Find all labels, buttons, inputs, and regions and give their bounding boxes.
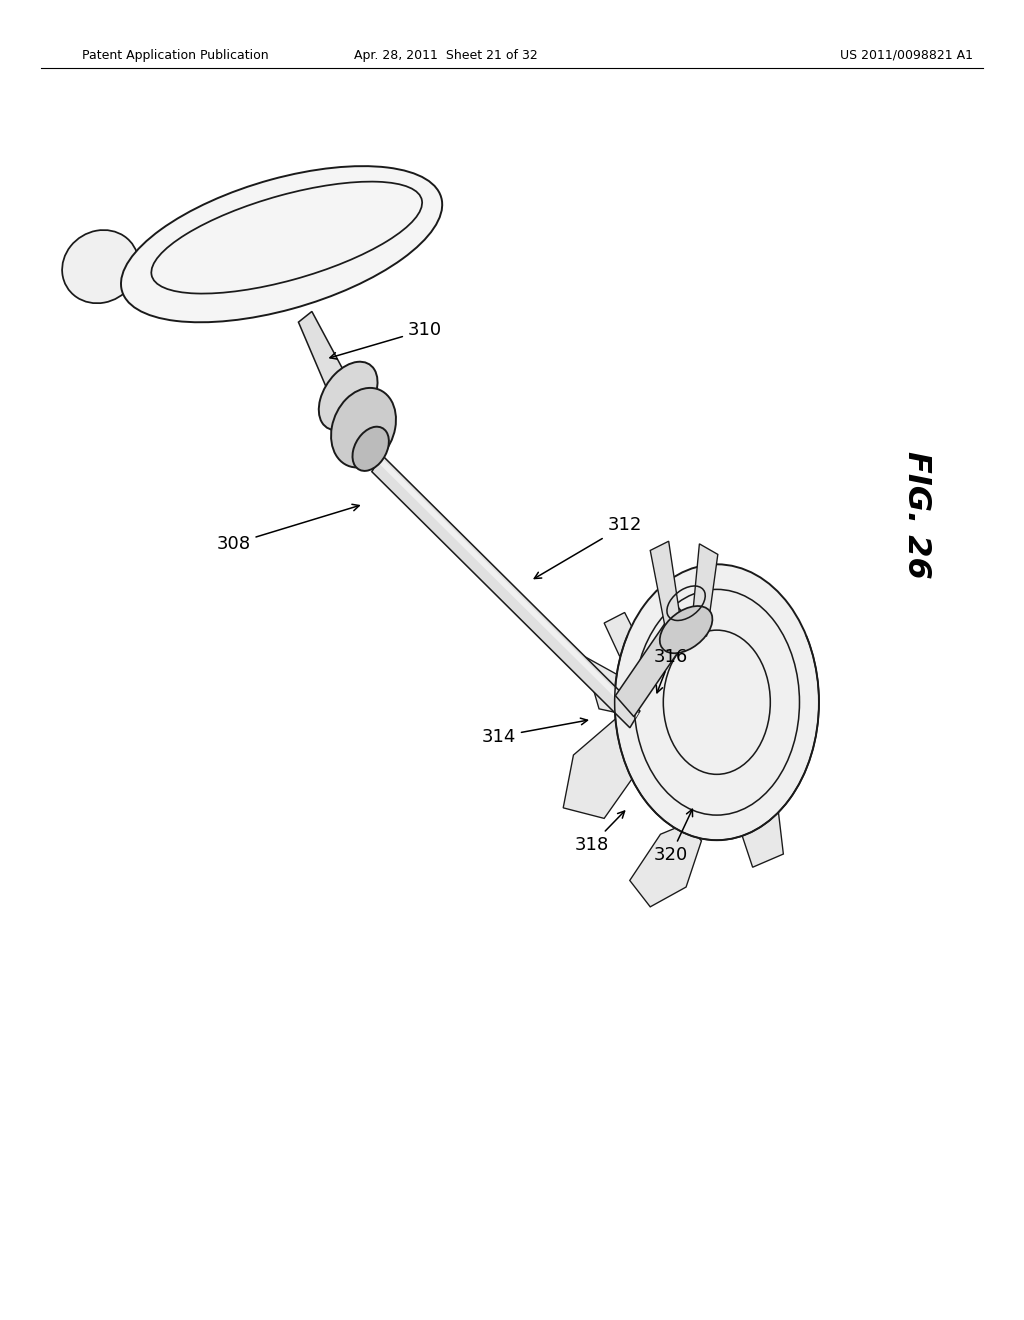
Ellipse shape: [352, 426, 389, 471]
Ellipse shape: [62, 230, 138, 304]
Text: 308: 308: [216, 504, 359, 553]
Polygon shape: [584, 656, 630, 715]
Text: Apr. 28, 2011  Sheet 21 of 32: Apr. 28, 2011 Sheet 21 of 32: [353, 49, 538, 62]
Text: 310: 310: [330, 321, 442, 359]
Text: US 2011/0098821 A1: US 2011/0098821 A1: [840, 49, 973, 62]
Polygon shape: [615, 606, 695, 717]
Ellipse shape: [331, 388, 396, 467]
Ellipse shape: [659, 606, 713, 653]
Polygon shape: [604, 612, 640, 656]
Text: 318: 318: [574, 810, 625, 854]
Polygon shape: [630, 824, 701, 907]
Text: 312: 312: [535, 516, 642, 578]
Ellipse shape: [121, 166, 442, 322]
Ellipse shape: [614, 565, 819, 841]
Polygon shape: [372, 455, 640, 727]
Polygon shape: [378, 457, 639, 718]
Polygon shape: [330, 381, 387, 447]
Text: Patent Application Publication: Patent Application Publication: [82, 49, 268, 62]
Polygon shape: [737, 797, 783, 867]
Ellipse shape: [318, 362, 378, 430]
Polygon shape: [650, 541, 681, 630]
Polygon shape: [298, 312, 349, 397]
Polygon shape: [691, 544, 718, 636]
Text: FIG. 26: FIG. 26: [901, 451, 932, 578]
Text: 314: 314: [481, 718, 588, 746]
Text: 320: 320: [653, 809, 692, 865]
Text: 316: 316: [653, 648, 688, 693]
Polygon shape: [563, 715, 640, 818]
